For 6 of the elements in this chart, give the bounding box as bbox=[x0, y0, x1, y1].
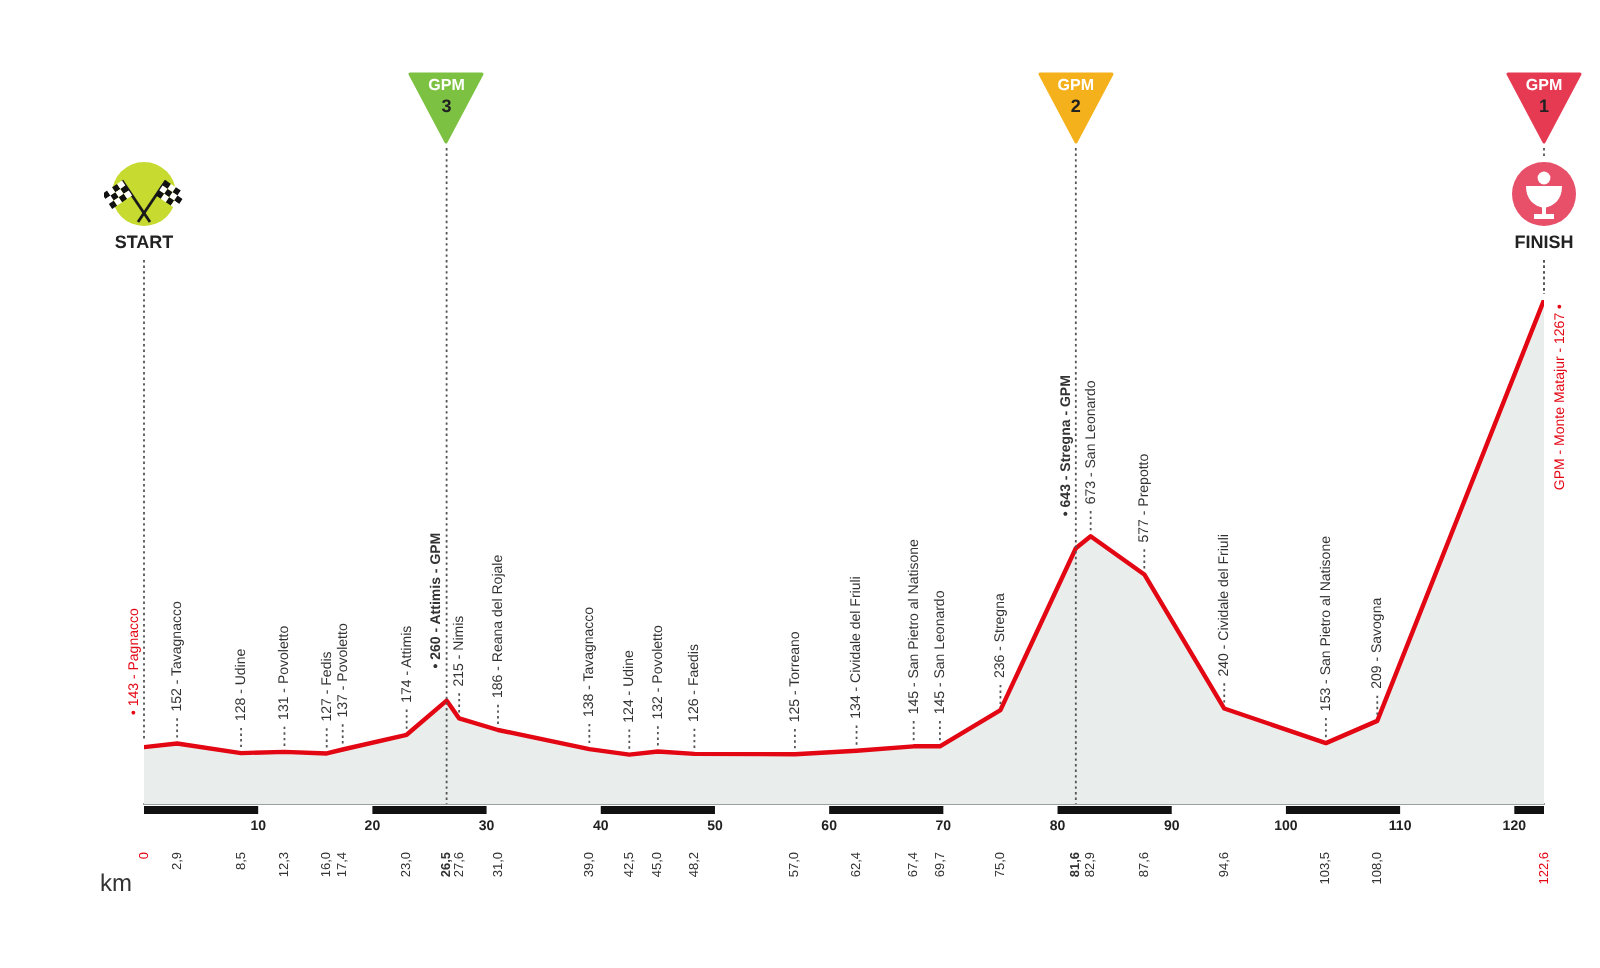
ref-line-label: GPM 2 bbox=[1057, 76, 1095, 118]
text: GPM 1 bbox=[1525, 76, 1563, 118]
annotation: FINISH bbox=[1514, 232, 1574, 254]
ref-line-label: GPM 3 bbox=[428, 76, 465, 118]
x-axis-title: km bbox=[100, 868, 132, 897]
text: START bbox=[114, 232, 174, 254]
